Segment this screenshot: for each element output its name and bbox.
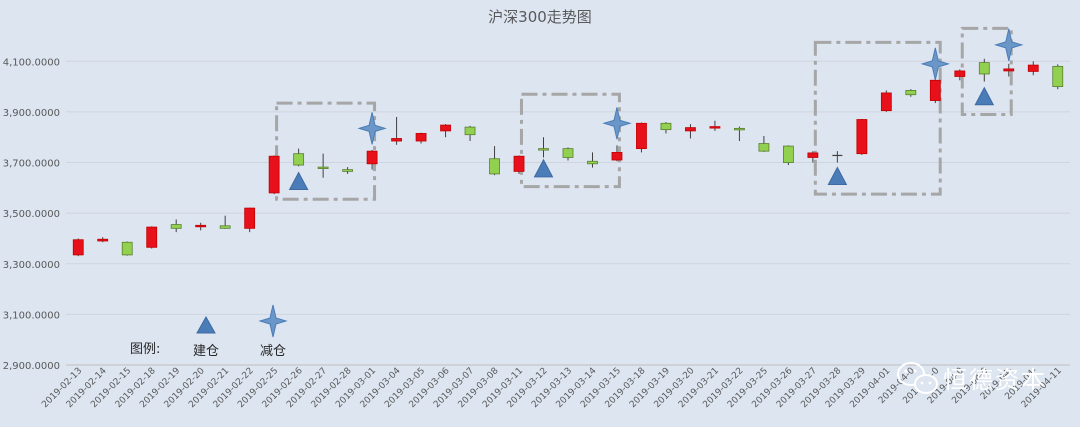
watermark: 恒德资本 xyxy=(897,362,1047,394)
buy-triangle-icon xyxy=(288,171,309,191)
candle-body xyxy=(978,62,990,75)
candle-body xyxy=(636,122,647,150)
candle-body xyxy=(1003,68,1015,72)
candle-body xyxy=(170,224,182,229)
candle-body xyxy=(440,124,451,132)
candle-body xyxy=(293,153,305,166)
legend-sell-label: 减仓 xyxy=(260,344,286,359)
highlight-box xyxy=(519,92,621,189)
candle-body xyxy=(562,148,574,158)
candle-body xyxy=(146,226,158,248)
candle-body xyxy=(366,150,378,165)
candle-body xyxy=(317,166,329,169)
candle-body xyxy=(513,155,525,172)
legend-buy-triangle-icon xyxy=(196,315,216,334)
candle-body xyxy=(807,152,819,158)
candle-body xyxy=(489,158,500,175)
x-axis-labels: 2019-02-132019-02-142019-02-152019-02-18… xyxy=(40,366,1064,410)
y-tick-label: 3,100.0000 xyxy=(3,310,60,321)
candle-body xyxy=(121,241,133,256)
candle-body xyxy=(734,127,745,131)
candle-body xyxy=(1027,64,1039,72)
wechat-logo-icon xyxy=(897,362,938,394)
sell-star-icon xyxy=(920,47,951,80)
candle-body xyxy=(587,160,598,165)
y-tick-label: 3,900.0000 xyxy=(3,108,60,119)
y-tick-label: 2,900.0000 xyxy=(3,361,60,372)
y-tick-label: 3,300.0000 xyxy=(3,260,60,271)
candles xyxy=(72,58,1064,257)
highlight-box xyxy=(275,101,377,201)
highlight-box xyxy=(960,26,1013,116)
candle-body xyxy=(97,238,109,242)
candle-body xyxy=(685,127,696,132)
legend-buy-label: 建仓 xyxy=(193,344,219,359)
candle-body xyxy=(954,70,966,77)
legend: 图例: 建仓 减仓 xyxy=(130,304,288,359)
gridlines xyxy=(66,60,1070,366)
candle-body xyxy=(72,239,84,256)
candle-body xyxy=(880,92,892,112)
y-tick-label: 4,100.0000 xyxy=(3,57,60,68)
candle-body xyxy=(758,143,770,152)
candle-body xyxy=(195,224,207,228)
sell-star-icon xyxy=(994,28,1024,61)
candle-body xyxy=(415,133,427,142)
sell-star-icon xyxy=(602,107,632,140)
candle-body xyxy=(244,207,256,229)
candle-body xyxy=(342,169,354,172)
candle-body xyxy=(905,90,917,96)
candle-body xyxy=(782,145,794,163)
legend-sell-star-icon xyxy=(258,304,288,338)
candle-body xyxy=(611,152,623,161)
candle-body xyxy=(660,122,672,131)
candle-body xyxy=(856,119,868,155)
highlight-boxes xyxy=(275,26,1013,201)
candle-body xyxy=(219,225,231,229)
candle-body xyxy=(268,155,280,194)
buy-triangle-icon xyxy=(533,158,554,178)
buy-triangle-icon xyxy=(827,166,848,185)
candle-body xyxy=(1052,65,1064,88)
y-axis-labels: 2,900.0000 3,100.0000 3,300.0000 3,500.0000… xyxy=(3,57,60,372)
buy-triangle-icon xyxy=(974,86,995,106)
watermark-text: 恒德资本 xyxy=(943,366,1047,394)
candle-body xyxy=(709,126,721,129)
sell-star-icon xyxy=(357,112,387,145)
y-tick-label: 3,700.0000 xyxy=(3,159,60,170)
y-tick-label: 3,500.0000 xyxy=(3,209,60,220)
candle-body xyxy=(929,79,941,101)
highlight-box xyxy=(813,40,942,196)
legend-heading: 图例: xyxy=(130,342,160,357)
candle-body xyxy=(391,138,402,142)
candle-body xyxy=(538,148,549,151)
trade-markers xyxy=(288,28,1024,191)
chart-title: 沪深300走势图 xyxy=(488,8,592,26)
candle-body xyxy=(464,126,476,136)
